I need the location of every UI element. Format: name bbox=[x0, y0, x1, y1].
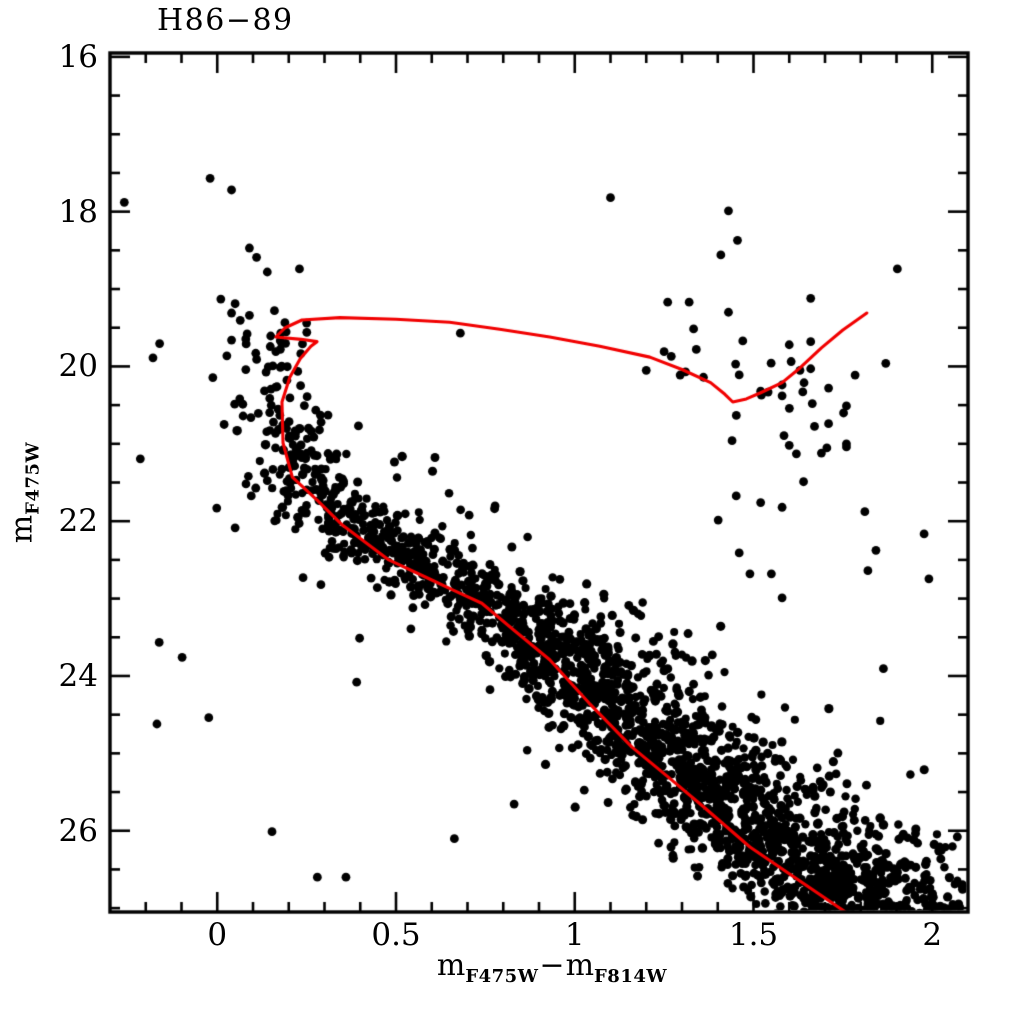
x-tick-label-1: 1 bbox=[564, 917, 585, 953]
y-axis-label: mF475W bbox=[5, 413, 44, 573]
y-tick-label-26: 26 bbox=[58, 812, 98, 849]
y-tick-label-16: 16 bbox=[58, 38, 98, 75]
y-tick-label-22: 22 bbox=[58, 503, 98, 540]
x-tick-label-0: 0 bbox=[207, 917, 228, 953]
x-axis-label-sub2: F814W bbox=[594, 966, 668, 987]
x-tick-label-0.5: 0.5 bbox=[371, 917, 421, 953]
x-axis-label: mF475W−mF814W bbox=[352, 948, 752, 987]
x-tick-label-2: 2 bbox=[922, 917, 943, 953]
y-tick-label-18: 18 bbox=[58, 193, 98, 230]
x-tick-label-1.5: 1.5 bbox=[728, 917, 779, 953]
y-tick-label-24: 24 bbox=[58, 657, 98, 694]
x-axis-label-m2: m bbox=[565, 948, 595, 983]
plot-title: H86−89 bbox=[157, 3, 294, 38]
x-axis-label-sub1: F475W bbox=[465, 966, 539, 987]
x-axis-label-m1: m bbox=[436, 948, 466, 983]
minus-sign: − bbox=[539, 948, 565, 983]
y-tick-label-20: 20 bbox=[58, 348, 98, 385]
